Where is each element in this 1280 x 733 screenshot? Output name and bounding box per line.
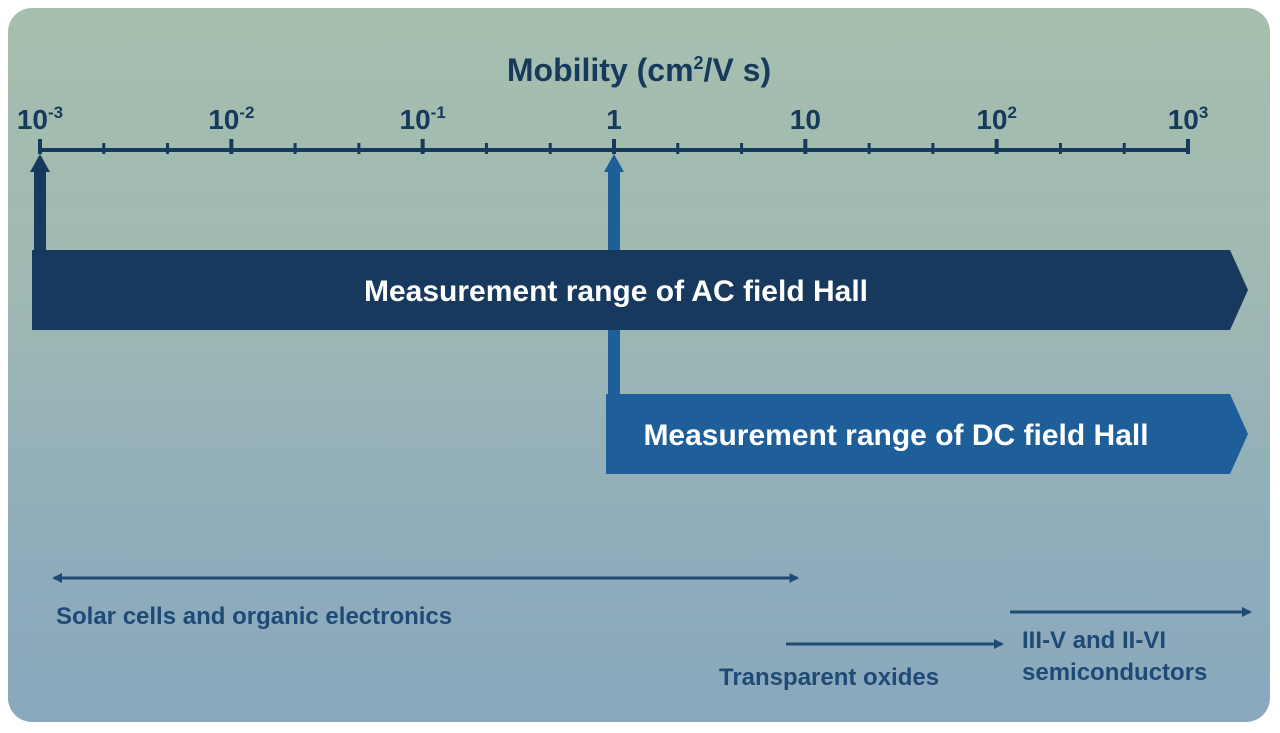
tick-label-base: 10 — [1168, 104, 1199, 135]
dc-range-label: Measurement range of DC field Hall — [643, 419, 1148, 452]
tick-label-exponent: -2 — [239, 103, 254, 122]
axis-tick-labels: 10-3 10-2 10-1 1 10 102 103 — [17, 103, 1208, 135]
tick-label-exponent: 2 — [1008, 103, 1017, 122]
tick-label-base: 10 — [976, 104, 1007, 135]
transparent-oxides-label: Transparent oxides — [719, 664, 939, 691]
dc-range-bar — [606, 394, 1248, 474]
tick-label: 10-1 — [400, 103, 446, 135]
tick-label: 102 — [976, 103, 1017, 135]
diagram-panel: Mobility (cm2/V s) 10-3 10-2 10-1 1 10 102 103… — [8, 8, 1270, 722]
tick-label-base: 10 — [400, 104, 431, 135]
semiconductors-label-line2: semiconductors — [1022, 659, 1207, 686]
measurement-ranges: Measurement range of AC field Hall Measur… — [32, 250, 1248, 474]
ac-pointer-head — [30, 154, 50, 172]
ac-range-label: Measurement range of AC field Hall — [364, 275, 868, 308]
solar-cells-label: Solar cells and organic electronics — [56, 603, 452, 630]
axis-ticks — [38, 139, 1190, 154]
ac-start-pointer — [34, 170, 46, 252]
tick-label: 103 — [1168, 103, 1209, 135]
application-ranges: Solar cells and organic electronics Trans… — [52, 573, 1252, 691]
ac-range-bar — [32, 250, 1248, 330]
tick-label: 10-3 — [17, 103, 63, 135]
tick-label-base: 1 — [606, 104, 622, 135]
axis-title: Mobility (cm2/V s) — [507, 52, 771, 88]
tick-label-exponent: 3 — [1199, 103, 1208, 122]
axis-title-superscript: 2 — [694, 53, 704, 73]
mobility-range-diagram: Mobility (cm2/V s) 10-3 10-2 10-1 1 10 102 103… — [17, 52, 1252, 691]
semiconductors-label-line1: III-V and II-VI — [1022, 627, 1166, 654]
tick-label: 10 — [790, 104, 821, 135]
tick-label-exponent: -1 — [431, 103, 446, 122]
tick-label: 10-2 — [208, 103, 254, 135]
tick-label: 1 — [606, 104, 622, 135]
tick-label-base: 10 — [790, 104, 821, 135]
tick-label-base: 10 — [17, 104, 48, 135]
axis-title-end: /V s) — [704, 52, 772, 88]
tick-label-base: 10 — [208, 104, 239, 135]
axis-title-main: Mobility (cm — [507, 52, 694, 88]
tick-label-exponent: -3 — [48, 103, 63, 122]
dc-pointer-head — [604, 154, 624, 172]
